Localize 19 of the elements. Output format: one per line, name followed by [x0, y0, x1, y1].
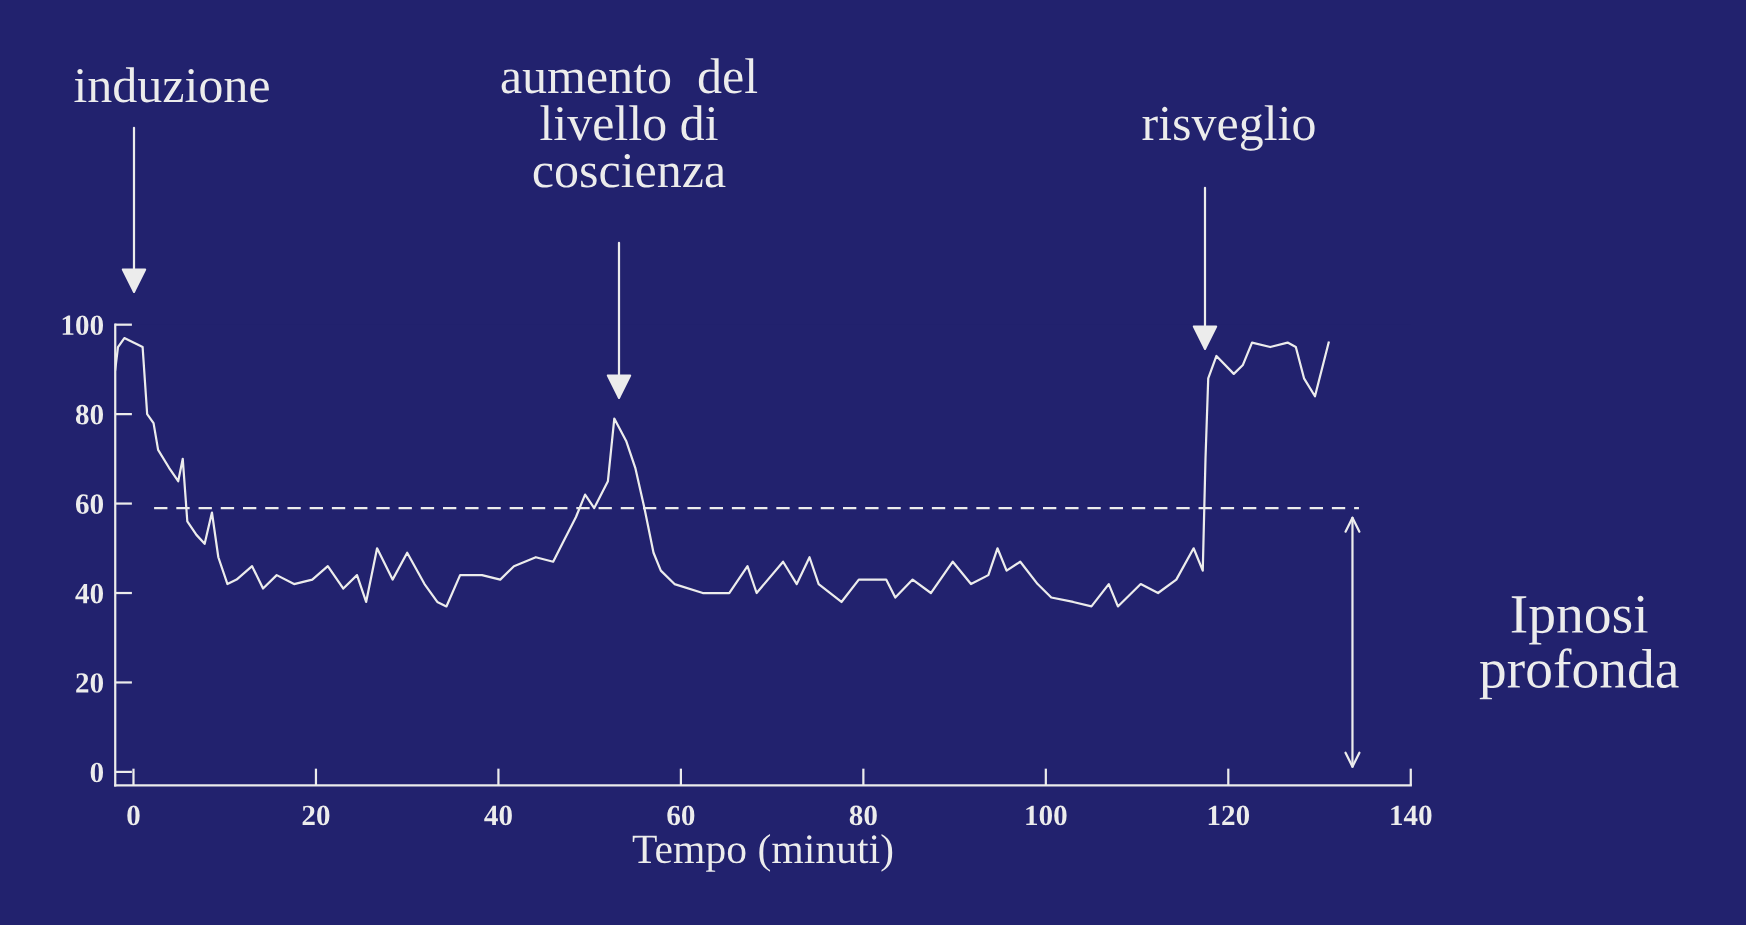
text: risveglio: [1142, 105, 1315, 151]
y-tick-label: 20: [76, 673, 104, 693]
x-tick-label: 0: [127, 805, 140, 826]
x-tick-label: 80: [849, 805, 877, 826]
x-tick-label: 40: [484, 805, 512, 826]
x-tick-label: 140: [1391, 805, 1432, 826]
x-tick-label: 100: [1026, 805, 1067, 826]
text: induzione: [74, 67, 269, 103]
text: aumento del livello di coscienza: [501, 58, 758, 188]
y-tick-label: 80: [75, 404, 104, 425]
x-tick-label: 60: [667, 805, 695, 826]
y-tick-label: 100: [62, 315, 104, 336]
y-tick-label: 60: [75, 494, 104, 514]
x-tick-label: 20: [302, 805, 330, 826]
ref-line-label: Ipnosi profonda: [1479, 595, 1679, 700]
x-tick-label: 120: [1208, 805, 1250, 826]
y-tick-label: 40: [75, 583, 104, 604]
y-tick-label: 0: [90, 762, 104, 783]
x-axis-title: Tempo (minuti): [632, 834, 893, 872]
